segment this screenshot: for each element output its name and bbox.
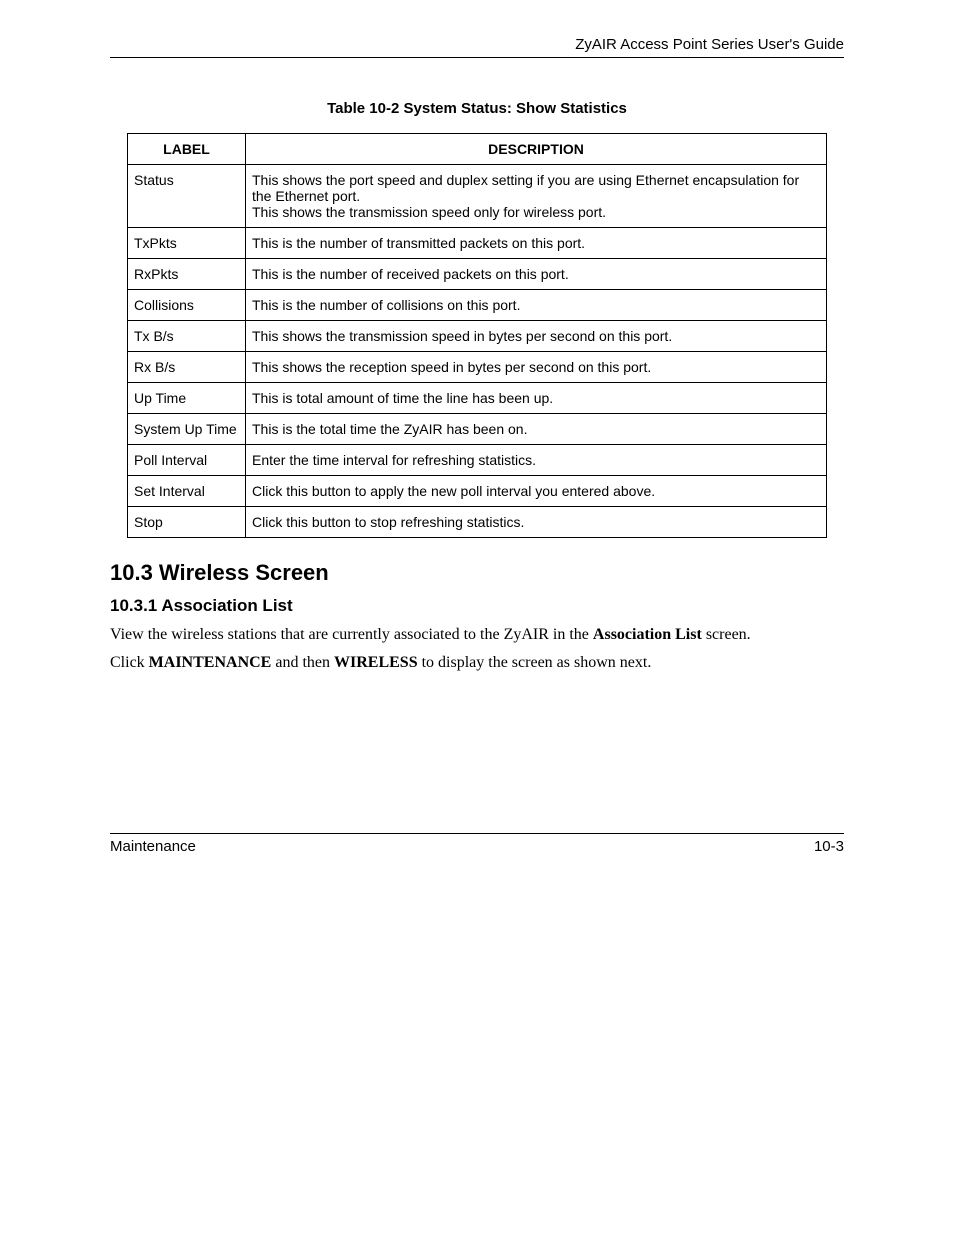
para2-post: to display the screen as shown next. (418, 654, 652, 671)
cell-label: Tx B/s (128, 321, 246, 352)
para2-bold1: MAINTENANCE (149, 654, 272, 671)
cell-label: System Up Time (128, 414, 246, 445)
cell-label: RxPkts (128, 259, 246, 290)
cell-label: Set Interval (128, 476, 246, 507)
cell-label: Poll Interval (128, 445, 246, 476)
footer-right: 10-3 (814, 838, 844, 855)
table-row: Tx B/sThis shows the transmission speed … (128, 321, 827, 352)
table-row: Up TimeThis is total amount of time the … (128, 383, 827, 414)
para1-bold: Association List (593, 626, 702, 643)
cell-description: This is the total time the ZyAIR has bee… (246, 414, 827, 445)
cell-description: This shows the port speed and duplex set… (246, 165, 827, 228)
cell-label: TxPkts (128, 228, 246, 259)
cell-label: Status (128, 165, 246, 228)
page-header: ZyAIR Access Point Series User's Guide (110, 36, 844, 58)
paragraph-1: View the wireless stations that are curr… (110, 624, 844, 646)
cell-description: Click this button to stop refreshing sta… (246, 507, 827, 538)
statistics-table: LABEL DESCRIPTION StatusThis shows the p… (127, 133, 827, 538)
footer-left: Maintenance (110, 838, 196, 855)
cell-label: Rx B/s (128, 352, 246, 383)
subsection-heading-association: 10.3.1 Association List (110, 596, 844, 616)
cell-description: This shows the transmission speed in byt… (246, 321, 827, 352)
table-row: Set IntervalClick this button to apply t… (128, 476, 827, 507)
table-row: TxPktsThis is the number of transmitted … (128, 228, 827, 259)
guide-title: ZyAIR Access Point Series User's Guide (575, 36, 844, 53)
table-header-row: LABEL DESCRIPTION (128, 134, 827, 165)
col-description: DESCRIPTION (246, 134, 827, 165)
cell-description: This shows the reception speed in bytes … (246, 352, 827, 383)
section-heading-wireless: 10.3 Wireless Screen (110, 560, 844, 586)
cell-label: Up Time (128, 383, 246, 414)
cell-description: Click this button to apply the new poll … (246, 476, 827, 507)
table-caption: Table 10-2 System Status: Show Statistic… (110, 100, 844, 117)
col-label: LABEL (128, 134, 246, 165)
cell-label: Collisions (128, 290, 246, 321)
table-row: CollisionsThis is the number of collisio… (128, 290, 827, 321)
cell-description: This is the number of received packets o… (246, 259, 827, 290)
table-row: StatusThis shows the port speed and dupl… (128, 165, 827, 228)
table-row: StopClick this button to stop refreshing… (128, 507, 827, 538)
paragraph-2: Click MAINTENANCE and then WIRELESS to d… (110, 652, 844, 674)
table-row: RxPktsThis is the number of received pac… (128, 259, 827, 290)
para2-pre: Click (110, 654, 149, 671)
para2-bold2: WIRELESS (334, 654, 418, 671)
table-row: System Up TimeThis is the total time the… (128, 414, 827, 445)
table-row: Poll IntervalEnter the time interval for… (128, 445, 827, 476)
table-row: Rx B/sThis shows the reception speed in … (128, 352, 827, 383)
cell-description: Enter the time interval for refreshing s… (246, 445, 827, 476)
cell-label: Stop (128, 507, 246, 538)
para2-mid: and then (271, 654, 334, 671)
para1-pre: View the wireless stations that are curr… (110, 626, 593, 643)
para1-post: screen. (702, 626, 751, 643)
cell-description: This is the number of transmitted packet… (246, 228, 827, 259)
page-footer: Maintenance 10-3 (110, 833, 844, 855)
cell-description: This is total amount of time the line ha… (246, 383, 827, 414)
cell-description: This is the number of collisions on this… (246, 290, 827, 321)
